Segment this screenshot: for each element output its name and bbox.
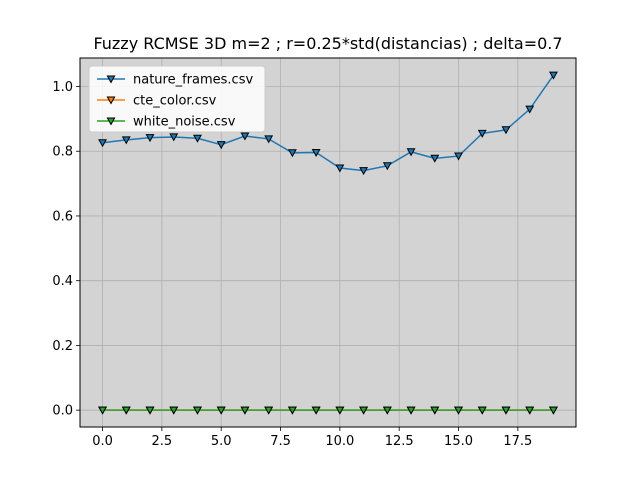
data-point	[454, 406, 463, 415]
data-point	[311, 148, 321, 157]
legend-label: nature_frames.csv	[133, 73, 253, 88]
x-tick-label: 10.0	[325, 434, 354, 449]
series-line	[102, 74, 555, 172]
data-point	[240, 406, 250, 415]
y-tick-label: 0.4	[52, 274, 73, 289]
data-point	[501, 406, 511, 415]
data-point	[382, 162, 392, 171]
data-point	[549, 406, 558, 415]
chart-title: Fuzzy RCMSE 3D m=2 ; r=0.25*std(distanci…	[93, 34, 562, 53]
legend-marker	[106, 117, 116, 126]
data-point	[121, 406, 131, 415]
legend-box	[88, 65, 266, 133]
data-point	[193, 406, 202, 415]
x-tick-label: 0.0	[92, 434, 113, 449]
y-tick-label: 0.0	[52, 404, 73, 419]
x-tick-label: 7.5	[270, 434, 291, 449]
data-point	[477, 406, 487, 415]
legend-label: white_noise.csv	[133, 115, 236, 130]
y-tick-label: 1.0	[52, 80, 73, 95]
x-tick-label: 15.0	[444, 434, 473, 449]
data-point	[477, 129, 487, 138]
y-tick-label: 0.8	[52, 145, 73, 160]
data-point	[525, 105, 535, 114]
data-point	[406, 406, 416, 415]
data-point	[525, 406, 535, 415]
series-layer	[98, 71, 558, 415]
data-point	[311, 406, 321, 415]
y-tick-label: 0.6	[52, 209, 73, 224]
y-tick-label: 0.2	[52, 339, 73, 354]
data-point	[335, 164, 345, 173]
data-point	[287, 406, 297, 415]
x-tick-label: 5.0	[211, 434, 232, 449]
legend-item: nature_frames.csv	[97, 73, 253, 88]
data-point	[430, 154, 440, 163]
data-point	[216, 141, 226, 150]
data-point	[406, 148, 416, 157]
grid	[80, 58, 576, 427]
data-point	[240, 132, 250, 141]
data-point	[335, 406, 345, 415]
data-point	[359, 406, 369, 415]
data-point	[98, 406, 107, 415]
data-point	[382, 406, 392, 415]
data-point	[287, 149, 297, 158]
legend-item: cte_color.csv	[97, 94, 217, 109]
data-point	[430, 406, 440, 415]
legend-label: cte_color.csv	[133, 94, 217, 109]
data-point	[193, 134, 202, 143]
data-point	[264, 406, 274, 415]
data-point	[169, 406, 179, 415]
data-point	[216, 406, 226, 415]
axes: 0.0 2.5 5.0 7.5 10.0 12.5 15.0 17.5 0.0 0.2 0.4 0.6…	[52, 80, 532, 449]
series-2	[98, 406, 558, 415]
plot-frame	[79, 57, 577, 428]
series-0	[98, 71, 558, 176]
data-point	[501, 126, 511, 135]
legend-item: white_noise.csv	[97, 115, 236, 130]
data-point	[549, 71, 558, 80]
legend: nature_frames.csv cte_color.csv white_nois…	[88, 65, 266, 133]
legend-marker	[106, 75, 116, 84]
data-point	[145, 406, 155, 415]
x-tick-label: 12.5	[385, 434, 414, 449]
data-point	[98, 139, 107, 148]
x-tick-label: 17.5	[503, 434, 532, 449]
data-point	[359, 167, 369, 176]
data-point	[121, 136, 131, 145]
data-point	[454, 152, 463, 161]
legend-marker	[106, 96, 116, 105]
data-point	[169, 133, 179, 142]
data-point	[145, 134, 155, 143]
x-tick-label: 2.5	[152, 434, 173, 449]
data-point	[264, 135, 274, 144]
